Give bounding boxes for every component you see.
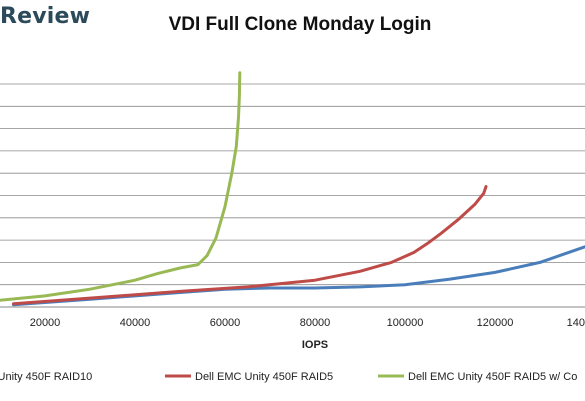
series-lines — [0, 71, 585, 307]
x-tick-label-100000: 100000 — [387, 317, 424, 329]
x-tick-labels: 20000 40000 60000 80000 100000 120000 140000 — [30, 317, 585, 329]
legend-label-1: Dell EMC Unity 450F RAID10 — [0, 371, 92, 383]
x-tick-label-120000: 120000 — [477, 317, 514, 329]
x-tick-label-140000: 140000 — [567, 317, 585, 329]
legend: Dell EMC Unity 450F RAID10 Dell EMC Unity… — [0, 371, 577, 383]
x-axis-label: IOPS — [302, 339, 328, 351]
legend-item-2: Dell EMC Unity 450F RAID5 — [165, 371, 333, 383]
x-tick-label-40000: 40000 — [120, 317, 151, 329]
legend-item-1: Dell EMC Unity 450F RAID10 — [0, 371, 92, 383]
x-tick-label-60000: 60000 — [210, 317, 241, 329]
x-tick-label-20000: 20000 — [30, 317, 61, 329]
legend-item-3: Dell EMC Unity 450F RAID5 w/ Co — [378, 371, 577, 383]
brand-logo-text: Review — [0, 4, 91, 29]
x-tick-label-80000: 80000 — [300, 317, 331, 329]
series-line-3 — [0, 71, 242, 302]
legend-label-2: Dell EMC Unity 450F RAID5 — [195, 371, 333, 383]
gridlines — [0, 83, 585, 286]
series-line-2 — [12, 185, 488, 306]
legend-label-3: Dell EMC Unity 450F RAID5 w/ Co — [408, 371, 577, 383]
chart-title: VDI Full Clone Monday Login — [168, 14, 432, 35]
